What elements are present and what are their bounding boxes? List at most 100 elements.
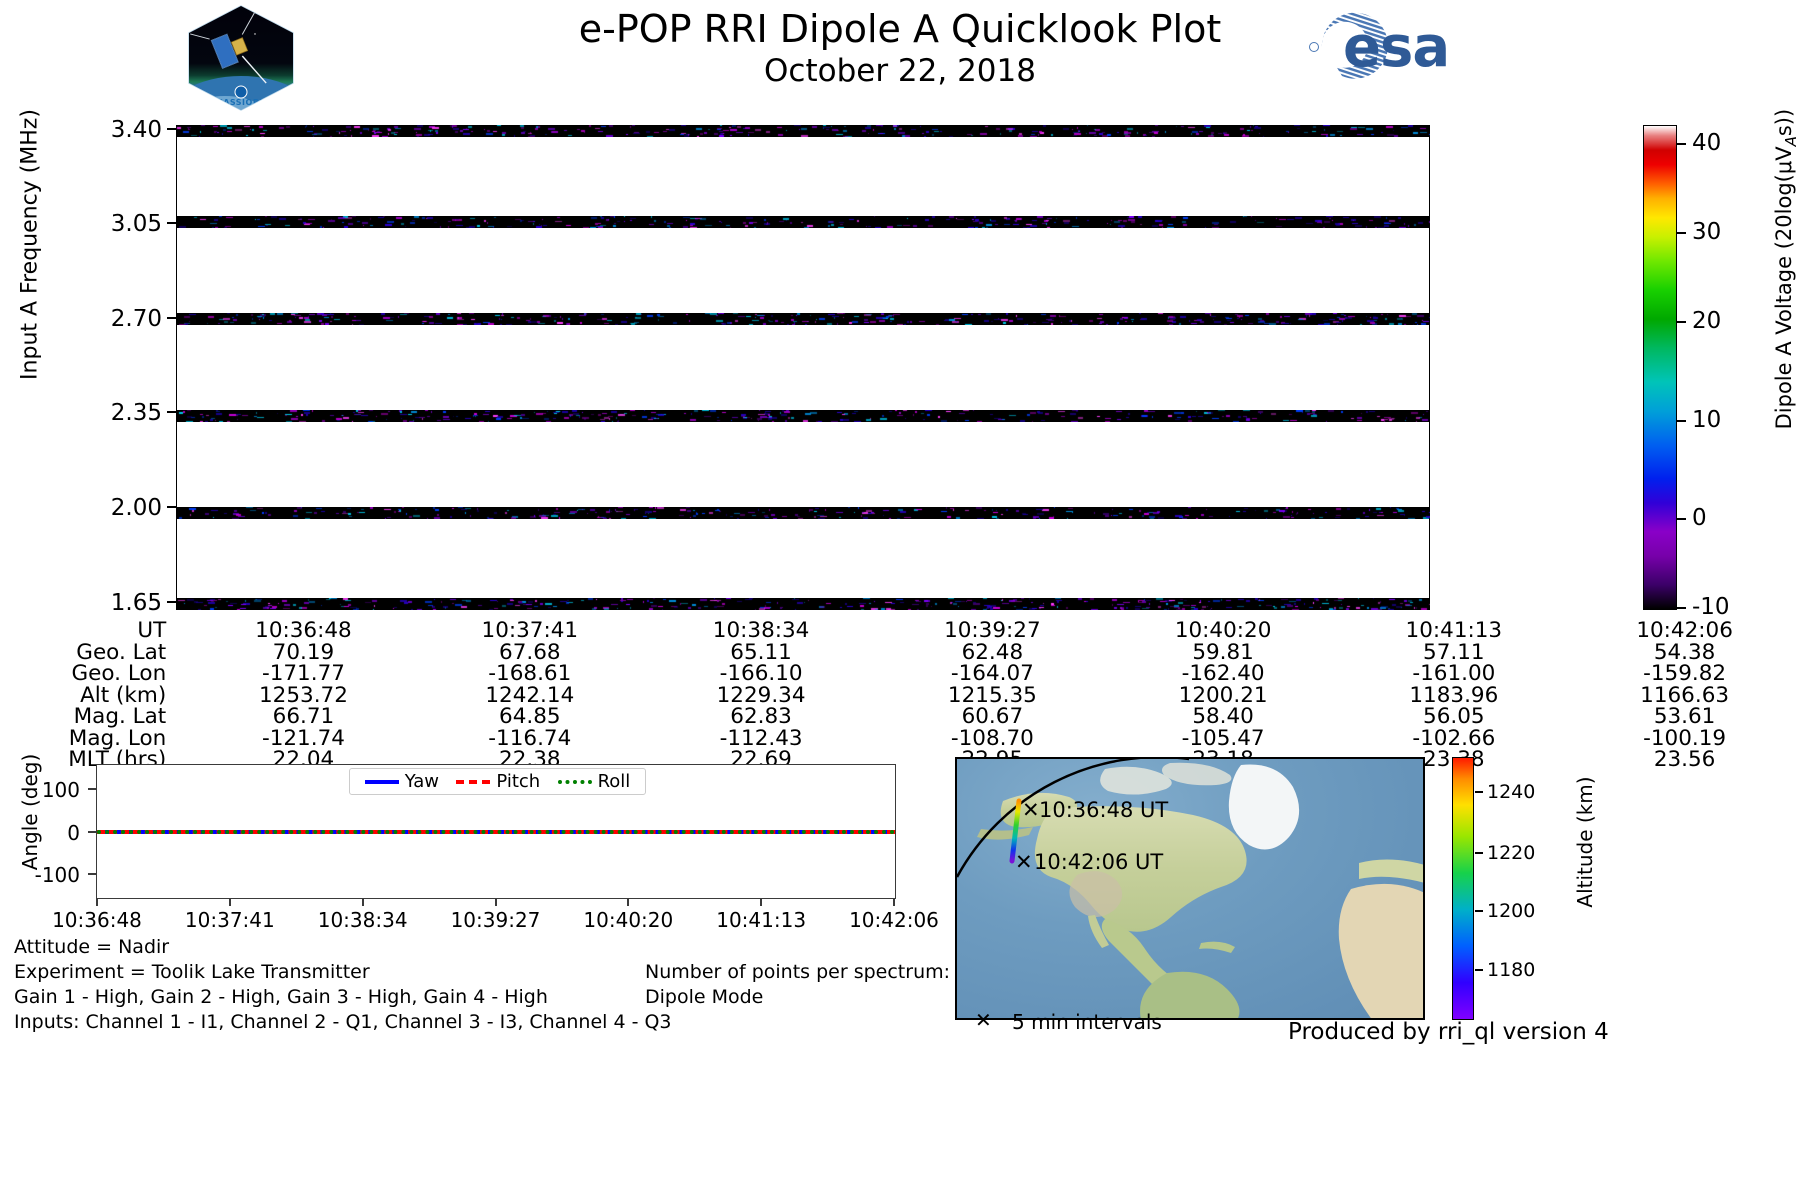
footer-dipole-mode: Dipole Mode — [645, 986, 764, 1008]
attitude-ytick-mark — [88, 788, 96, 790]
spec-ytick-2.70: 2.70 — [110, 306, 162, 332]
cbar-label-10: 10 — [1692, 407, 1722, 433]
spectrogram-emission-band — [176, 125, 1430, 137]
ephemeris-cell: 64.85 — [499, 704, 561, 729]
ephemeris-cell: 10:37:41 — [481, 618, 579, 643]
attitude-ytick--100: -100 — [34, 863, 80, 887]
ephemeris-row-label: Geo. Lon — [71, 661, 167, 686]
esa-logo-icon: esa — [1281, 8, 1486, 86]
ephemeris-row-label: Geo. Lat — [76, 639, 167, 665]
ephemeris-cell: 53.61 — [1653, 704, 1716, 729]
spectrogram-emission-band — [176, 598, 1430, 610]
yaw-swatch-icon — [364, 779, 399, 784]
ephemeris-cell: 62.83 — [730, 704, 792, 729]
spec-ytick-3.40: 3.40 — [110, 117, 162, 143]
attitude-ytick-mark — [88, 873, 96, 875]
voltage-colorbar — [1643, 125, 1677, 610]
ephemeris-cell: -105.47 — [1181, 725, 1265, 751]
ephemeris-cell: -164.07 — [950, 661, 1034, 686]
ephemeris-cell: 1242.14 — [485, 682, 575, 708]
ephemeris-cell: 1166.63 — [1640, 682, 1730, 708]
end-marker-x-icon: ✕ — [1015, 850, 1033, 874]
ephemeris-cell: 1200.21 — [1178, 682, 1268, 708]
ephemeris-cell: -102.66 — [1412, 725, 1496, 751]
attitude-ytick-100: 100 — [41, 778, 80, 802]
spec-ytick-1.65: 1.65 — [110, 590, 162, 616]
spacer — [166, 728, 192, 750]
spectrogram-axes — [176, 125, 1430, 610]
spectrogram-y-axis-label: Input A Frequency (MHz) — [17, 109, 43, 380]
legend-label-yaw: Yaw — [404, 771, 439, 792]
legend-item-pitch: Pitch — [456, 771, 540, 792]
attitude-xtick-label: 10:38:34 — [317, 908, 408, 932]
ephemeris-cell: 10:36:48 — [255, 618, 352, 643]
ephemeris-cell: 1183.96 — [1409, 682, 1499, 708]
ephemeris-cell: 1229.34 — [716, 682, 806, 708]
cbar-tick — [1677, 607, 1686, 609]
spectrogram-emission-band — [176, 313, 1430, 325]
ephemeris-cell: 10:39:27 — [944, 618, 1041, 643]
ephemeris-cell: -116.74 — [488, 725, 572, 751]
spec-ytick-2.35: 2.35 — [110, 400, 162, 426]
ephemeris-row: Mag. Lat 66.71 64.85 62.83 60.67 58.40 56.05 53… — [0, 706, 1800, 728]
ephemeris-row-label: Alt (km) — [80, 682, 167, 708]
spacer — [166, 663, 192, 685]
ephemeris-cell: 10:40:20 — [1174, 618, 1272, 643]
svg-text:esa: esa — [1343, 15, 1449, 80]
cbar-title-tail: s)) — [1771, 108, 1796, 137]
ephemeris-row: Mag. Lon -121.74 -116.74 -112.43 -108.70 -105… — [0, 725, 1800, 751]
cbar-label-0: 0 — [1692, 505, 1707, 531]
legend-item-roll: Roll — [557, 771, 631, 792]
spec-ytick-mark — [167, 222, 176, 224]
ephemeris-cell: 58.40 — [1192, 704, 1254, 729]
legend-label-roll: Roll — [597, 771, 631, 792]
altitude-colorbar — [1452, 757, 1474, 1020]
ephemeris-cell: 62.48 — [961, 639, 1024, 665]
ephemeris-cell: -162.40 — [1181, 661, 1265, 686]
spectrogram-emission-band — [176, 507, 1430, 519]
ephemeris-cell: -171.77 — [261, 661, 345, 686]
spectrogram-emission-band — [176, 410, 1430, 422]
attitude-ytick-0: 0 — [67, 821, 80, 845]
ephemeris-cell: -159.82 — [1643, 661, 1727, 686]
alt-tick — [1475, 791, 1483, 793]
cbar-tick — [1677, 143, 1686, 145]
attitude-series-lines — [97, 830, 895, 834]
interval-marker-x-icon: ✕ — [975, 1008, 992, 1032]
roll-line — [97, 830, 895, 838]
cbar-label-40: 40 — [1692, 130, 1722, 156]
svg-text:CASSIOPE: CASSIOPE — [217, 98, 265, 107]
cbar-title-main: Dipole A Voltage (20log(μV — [1771, 146, 1796, 430]
spec-ytick-mark — [167, 128, 176, 130]
ephemeris-cell: -161.00 — [1412, 661, 1496, 686]
attitude-xtick-mark — [361, 899, 364, 906]
spec-ytick-2.00: 2.00 — [110, 495, 162, 521]
spacer — [166, 685, 192, 707]
ephemeris-cell: 67.68 — [499, 639, 561, 665]
ephemeris-row: Geo. Lat 70.19 67.68 65.11 62.48 59.81 57.11 54… — [0, 639, 1800, 665]
ephemeris-cell: 59.81 — [1192, 639, 1254, 665]
ephemeris-cell: 66.71 — [272, 704, 335, 729]
roll-swatch-icon — [557, 779, 592, 784]
alt-label-1180: 1180 — [1487, 959, 1536, 981]
ephemeris-cell: 56.05 — [1423, 704, 1485, 729]
ephemeris-row: Alt (km) 1253.72 1242.14 1229.34 1215.35 1200… — [0, 682, 1800, 708]
spec-ytick-mark — [167, 317, 176, 319]
ephemeris-cell: 23.56 — [1653, 747, 1716, 772]
ephemeris-cell: 1215.35 — [947, 682, 1037, 708]
spectrogram-emission-band — [176, 216, 1430, 228]
footer-gains: Gain 1 - High, Gain 2 - High, Gain 3 - H… — [14, 986, 548, 1008]
ephemeris-cell: 65.11 — [730, 639, 792, 665]
ephemeris-cell: 10:38:34 — [712, 618, 810, 643]
alt-label-1220: 1220 — [1487, 842, 1536, 864]
spectrogram-panel — [176, 125, 1430, 610]
cbar-tick — [1677, 321, 1686, 323]
altitude-colorbar-label: Altitude (km) — [1573, 776, 1597, 908]
ephemeris-cell: 54.38 — [1653, 639, 1716, 665]
spacer — [166, 642, 192, 664]
ephemeris-row-label: Mag. Lat — [73, 704, 167, 729]
spec-ytick-mark — [167, 411, 176, 413]
attitude-xtick-mark — [760, 899, 763, 906]
ephemeris-cell: 10:42:06 — [1636, 618, 1733, 643]
cbar-label--10: -10 — [1692, 594, 1730, 620]
